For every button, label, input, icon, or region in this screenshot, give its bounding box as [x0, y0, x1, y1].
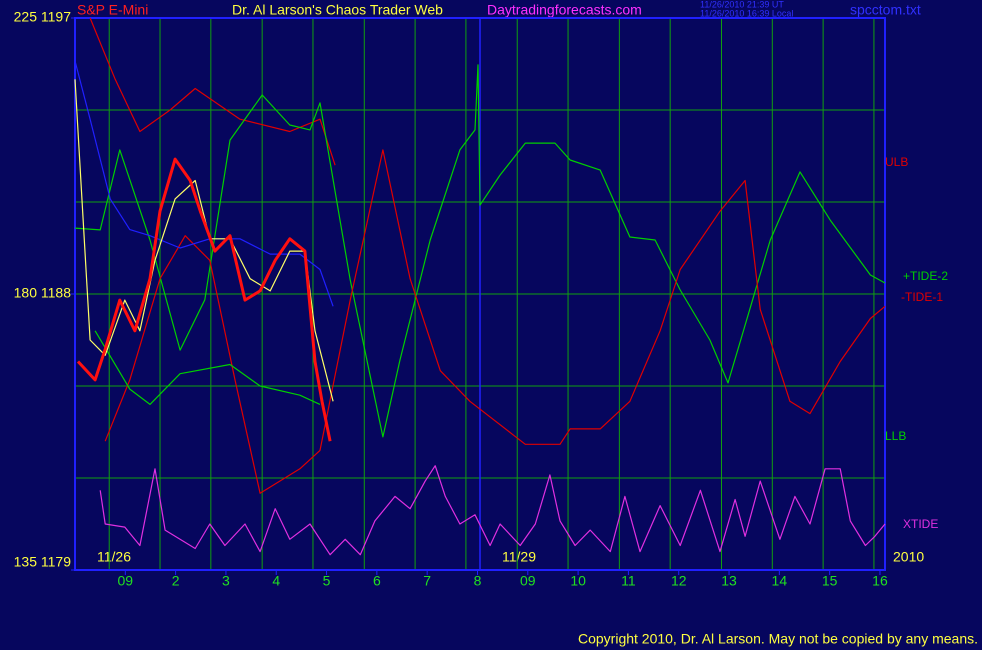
x-tick-label: 12 — [671, 573, 687, 589]
series-line — [74, 60, 334, 307]
series-line — [99, 465, 886, 556]
series-label: XTIDE — [903, 517, 938, 531]
y-tick-label: 225 1197 — [14, 9, 72, 25]
x-tick-label: 5 — [323, 573, 331, 589]
x-tick-label: 3 — [222, 573, 230, 589]
series-line — [104, 149, 886, 494]
x-tick-label: 14 — [772, 573, 788, 589]
series-line — [94, 330, 321, 405]
x-tick-label: 10 — [570, 573, 586, 589]
series-line — [74, 79, 334, 402]
date-label: 2010 — [893, 549, 924, 565]
date-label: 11/26 — [97, 549, 131, 565]
instrument: S&P E-Mini — [77, 2, 148, 18]
series-line — [74, 64, 886, 438]
file-name: spcctom.txt — [850, 2, 921, 18]
x-tick-label: 16 — [872, 573, 888, 589]
x-tick-label: 8 — [474, 573, 482, 589]
series-label: -TIDE-1 — [901, 290, 943, 304]
x-tick-label: 2 — [172, 573, 180, 589]
date-label: 11/29 — [502, 549, 536, 565]
timestamp: 11/26/2010 16:39 Local — [700, 8, 793, 18]
timestamp: 11/26/2010 21:39 UT — [700, 0, 784, 9]
site: Daytradingforecasts.com — [487, 2, 642, 18]
series-label: +TIDE-2 — [903, 269, 948, 283]
series-label: LLB — [885, 429, 906, 443]
x-tick-label: 11 — [621, 573, 636, 589]
x-tick-label: 6 — [373, 573, 381, 589]
x-tick-label: 13 — [721, 573, 737, 589]
x-tick-label: 4 — [272, 573, 280, 589]
chart-title: Dr. Al Larson's Chaos Trader Web — [232, 2, 443, 18]
y-tick-label: 135 1179 — [14, 554, 72, 570]
copyright: Copyright 2010, Dr. Al Larson. May not b… — [578, 631, 978, 647]
series-label: ULB — [885, 155, 908, 169]
series-line — [76, 157, 332, 442]
x-tick-label: 7 — [423, 573, 431, 589]
y-tick-label: 180 1188 — [14, 285, 72, 301]
x-tick-label: 09 — [118, 573, 134, 589]
x-tick-label: 15 — [822, 573, 838, 589]
x-tick-label: 09 — [520, 573, 536, 589]
series-line — [89, 17, 336, 166]
